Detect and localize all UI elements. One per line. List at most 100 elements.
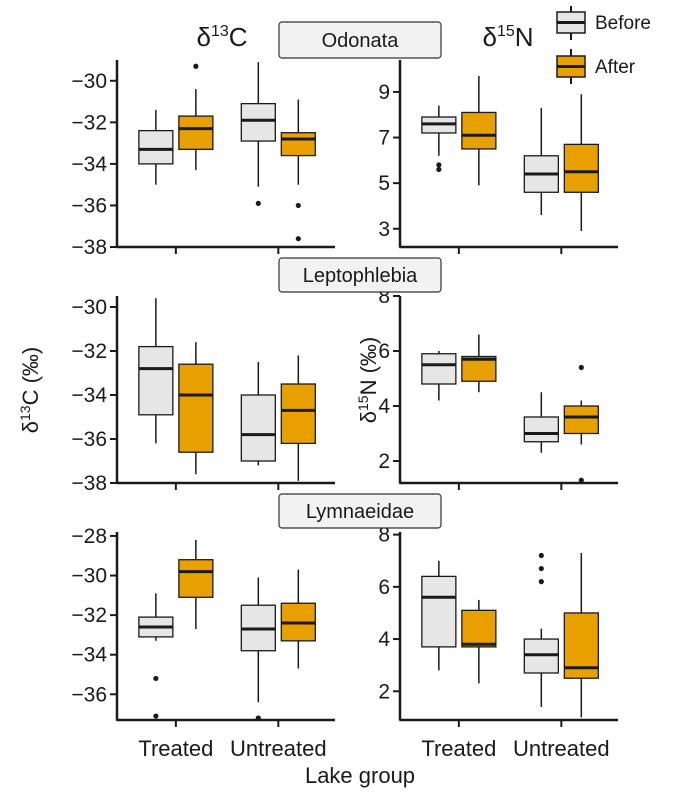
box-after-untreated: [280, 355, 316, 481]
box-before-untreated: [523, 392, 559, 453]
box-before-treated: [421, 105, 457, 173]
box-body: [461, 609, 497, 648]
box-before-treated: [138, 109, 174, 185]
panel-leptophlebia-d13c: −30 −32 −34 −36 −38: [71, 296, 335, 495]
outlier-point: [538, 552, 544, 559]
outlier-point: [578, 477, 584, 483]
facet-label-odonata: Odonata: [322, 30, 400, 52]
outlier-point: [255, 200, 261, 206]
box-after-treated: [178, 63, 214, 171]
y-tick-label: −30: [71, 296, 107, 319]
panel-lymnaeidae-d13c: −28 −30 −32 −34 −36 Treated Untreated: [71, 525, 335, 761]
y-tick-label: 8: [378, 524, 390, 547]
legend: Before After: [556, 6, 651, 84]
box-after-treated: [461, 334, 497, 393]
box-body: [178, 363, 214, 453]
facet-label-leptophlebia: Leptophlebia: [303, 265, 418, 287]
box-body: [461, 111, 497, 150]
box-after-untreated: [563, 94, 599, 232]
x-tick-label-untreated: Untreated: [513, 736, 610, 761]
box-after-treated: [178, 539, 214, 629]
box-body: [421, 353, 457, 385]
y-tick-label: −32: [71, 604, 107, 627]
box-before-treated: [138, 298, 174, 444]
outlier-point: [436, 162, 442, 168]
box-body: [240, 394, 276, 462]
y-tick-label: 7: [378, 127, 390, 150]
box-after-treated: [178, 342, 214, 475]
y-tick-label: 5: [378, 172, 390, 195]
box-body: [178, 115, 214, 150]
outlier-point: [153, 713, 159, 719]
box-body: [523, 416, 559, 443]
facet-strip-lymnaeidae: Lymnaeidae: [278, 493, 442, 529]
y-tick-label: 4: [378, 395, 390, 418]
outlier-point: [295, 236, 301, 242]
outlier-point: [295, 202, 301, 209]
box-before-untreated: [240, 62, 276, 206]
box-before-untreated: [523, 107, 559, 216]
y-tick-label: −32: [71, 340, 107, 363]
y-tick-label: −36: [71, 194, 107, 217]
box-after-untreated: [563, 552, 599, 718]
y-tick-label: −32: [71, 111, 107, 134]
y-tick-label: −30: [71, 565, 107, 588]
box-after-treated: [461, 75, 497, 186]
box-body: [178, 559, 214, 598]
box-body: [240, 102, 276, 142]
box-body: [421, 575, 457, 648]
legend-label-after: After: [595, 57, 636, 78]
outlier-point: [436, 166, 442, 173]
outlier-point: [538, 579, 544, 585]
panel-leptophlebia-d15n: 8 6 4 2: [378, 285, 618, 490]
x-tick-label-treated: Treated: [138, 736, 213, 761]
panel-lymnaeidae-d15n: 8 6 4 2 Treated Untreated: [378, 524, 618, 761]
outlier-point: [538, 565, 544, 572]
y-tick-label: −34: [71, 384, 107, 407]
box-body: [563, 143, 599, 193]
y-tick-label: 8: [378, 285, 390, 308]
box-before-untreated: [240, 577, 276, 721]
y-tick-label: −36: [71, 683, 107, 706]
y-tick-label: −36: [71, 428, 107, 451]
facet-strip-odonata: Odonata: [278, 21, 442, 59]
panel-odonata-d13c: −30 −32 −34 −36 −38: [71, 60, 335, 259]
y-tick-label: 2: [378, 680, 390, 703]
x-axis-title: Lake group: [305, 763, 415, 788]
box-before-untreated: [523, 552, 559, 707]
box-before-treated: [421, 560, 457, 671]
y-tick-label: −34: [71, 644, 107, 667]
facet-strip-leptophlebia: Leptophlebia: [278, 257, 442, 293]
box-before-untreated: [240, 362, 276, 466]
box-body: [138, 129, 174, 165]
box-body: [280, 383, 316, 445]
box-body: [563, 405, 599, 435]
legend-label-before: Before: [595, 13, 651, 34]
box-body: [280, 132, 316, 157]
panels-layer: −30 −32 −34 −36 −38 9 7 5 3 −30 −32 −34 −36 −38 8 6 4 2 −2…: [71, 60, 618, 761]
box-before-treated: [138, 593, 174, 719]
y-tick-label: 6: [378, 340, 390, 363]
outlier-point: [255, 715, 261, 721]
box-after-untreated: [280, 99, 316, 242]
y-tick-label: −28: [71, 525, 107, 548]
y-tick-label: 4: [378, 628, 390, 651]
box-before-treated: [421, 351, 457, 401]
x-tick-label-treated: Treated: [421, 736, 496, 761]
facet-label-lymnaeidae: Lymnaeidae: [306, 501, 414, 523]
y-tick-label: −30: [71, 70, 107, 93]
y-tick-label: 6: [378, 576, 390, 599]
y-tick-label: 9: [378, 81, 390, 104]
y-axis-title-left: δ13C (‰): [17, 347, 43, 433]
panel-odonata-d15n: 9 7 5 3: [378, 60, 618, 254]
box-after-untreated: [563, 364, 599, 483]
box-after-untreated: [280, 569, 316, 669]
outlier-point: [153, 675, 159, 682]
box-after-treated: [461, 599, 497, 684]
box-body: [138, 345, 174, 416]
outlier-point: [193, 63, 199, 69]
outlier-point: [578, 364, 584, 371]
x-tick-label-untreated: Untreated: [230, 736, 327, 761]
y-tick-label: −34: [71, 153, 107, 176]
y-axis-title-right: δ15N (‰): [355, 337, 381, 423]
